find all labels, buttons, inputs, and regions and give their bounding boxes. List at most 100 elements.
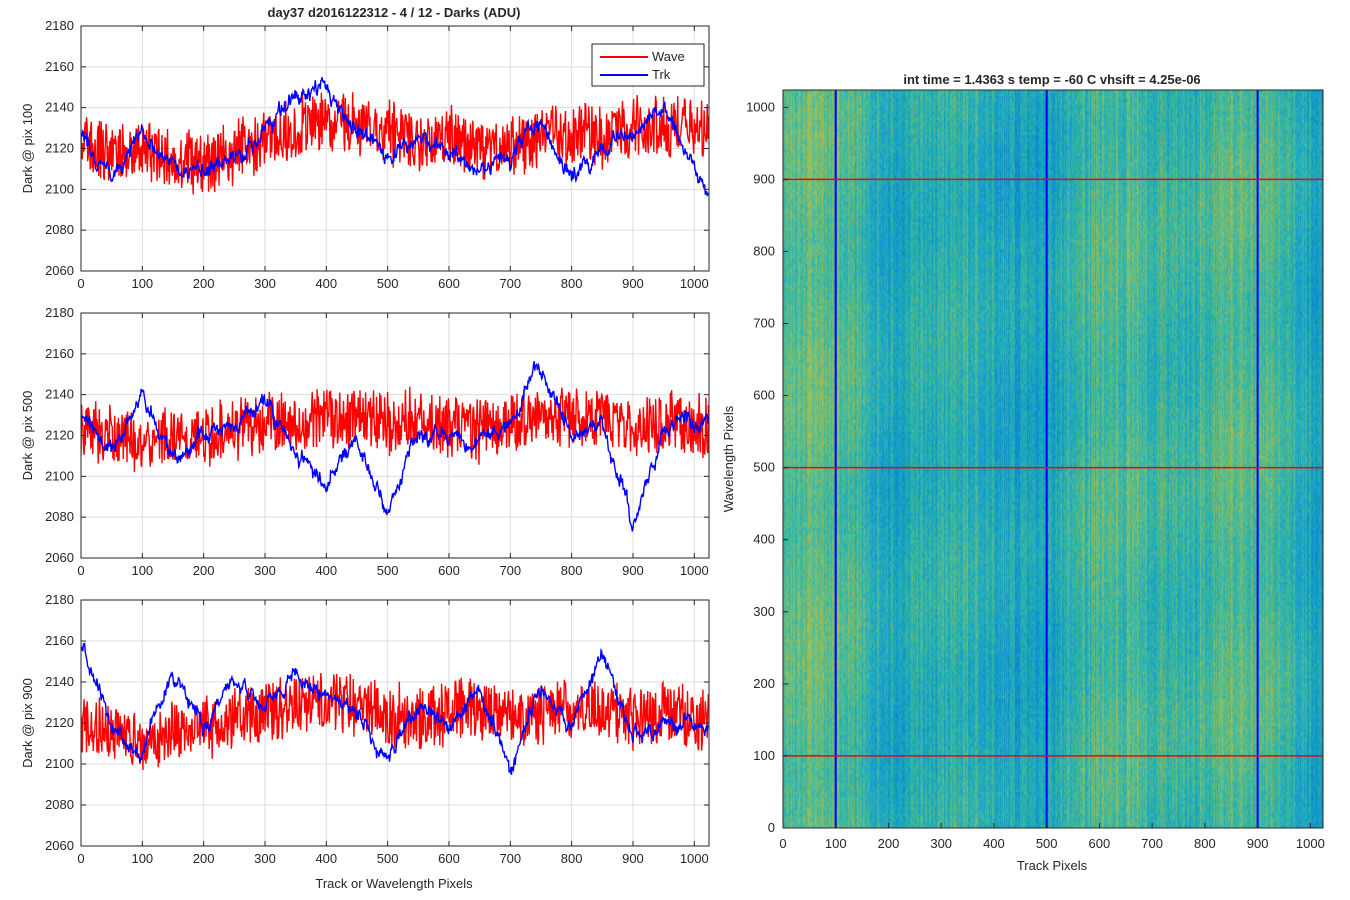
x-tick-label: 400 [983, 836, 1005, 851]
x-tick-label: 900 [622, 851, 644, 866]
y-tick-label: 2080 [45, 797, 74, 812]
legend-wave-label: Wave [652, 49, 685, 64]
y-tick-label: 400 [753, 532, 775, 547]
x-tick-label: 0 [77, 851, 84, 866]
x-tick-label: 300 [254, 851, 276, 866]
x-tick-label: 1000 [680, 851, 709, 866]
y-tick-label: 2100 [45, 756, 74, 771]
x-tick-label: 700 [499, 851, 521, 866]
x-tick-label: 500 [377, 276, 399, 291]
x-tick-label: 200 [878, 836, 900, 851]
legend-box [591, 43, 705, 87]
series-line-trk [81, 77, 709, 198]
image-axes-frame [782, 89, 1324, 829]
image-panel-ylabel: Wavelength Pixels [721, 405, 736, 512]
dark-pix-500-plot: 0 100 200 300 400 500 600 700 800 900 1000 2060 2080… [20, 305, 710, 578]
legend: Wave Trk [591, 43, 705, 87]
x-tick-label: 600 [1089, 836, 1111, 851]
series-line-wave [81, 92, 709, 195]
dark-frame-image [783, 90, 1323, 828]
y-tick-label: 600 [753, 388, 775, 403]
y-tick-label: 0 [768, 820, 775, 835]
y-tick-label: 2120 [45, 428, 74, 443]
x-tick-label: 1000 [1296, 836, 1325, 851]
x-tick-label: 800 [1194, 836, 1216, 851]
x-tick-label: 300 [254, 276, 276, 291]
y-tick-label: 2180 [45, 305, 74, 320]
x-tick-label: 300 [254, 563, 276, 578]
legend-trk-label: Trk [652, 67, 671, 82]
y-tick-label: 1000 [746, 99, 775, 114]
x-tick-label: 600 [438, 276, 460, 291]
x-tick-label: 100 [825, 836, 847, 851]
x-tick-label: 600 [438, 851, 460, 866]
line-plots-xlabel: Track or Wavelength Pixels [315, 876, 473, 891]
image-panel-xlabel: Track Pixels [1017, 858, 1088, 873]
y-tick-label: 2100 [45, 468, 74, 483]
y-tick-label: 2180 [45, 18, 74, 33]
series-line-wave [81, 386, 709, 473]
series-line-trk [81, 361, 709, 532]
x-tick-label: 400 [315, 276, 337, 291]
y-tick-label: 2160 [45, 346, 74, 361]
x-tick-label: 0 [77, 563, 84, 578]
y-tick-label: 2180 [45, 592, 74, 607]
dark-pix-900-plot: 0 100 200 300 400 500 600 700 800 900 1000 2060 2080… [20, 592, 710, 866]
y-tick-label: 2080 [45, 509, 74, 524]
figure-title: day37 d2016122312 - 4 / 12 - Darks (ADU) [268, 5, 521, 20]
y-axis-label: Dark @ pix 900 [20, 678, 35, 768]
x-tick-label: 100 [131, 276, 153, 291]
x-tick-label: 900 [622, 276, 644, 291]
x-tick-label: 200 [193, 851, 215, 866]
x-tick-label: 700 [499, 276, 521, 291]
y-axis-label: Dark @ pix 100 [20, 104, 35, 194]
x-tick-label: 800 [561, 563, 583, 578]
x-tick-label: 800 [561, 276, 583, 291]
x-tick-label: 500 [1036, 836, 1058, 851]
series-line-trk [81, 642, 709, 775]
x-tick-label: 0 [779, 836, 786, 851]
y-tick-label: 100 [753, 748, 775, 763]
y-tick-label: 2060 [45, 550, 74, 565]
x-tick-label: 400 [315, 563, 337, 578]
x-tick-label: 600 [438, 563, 460, 578]
x-tick-label: 700 [499, 563, 521, 578]
y-tick-label: 500 [753, 460, 775, 475]
x-tick-label: 100 [131, 851, 153, 866]
y-tick-label: 2100 [45, 181, 74, 196]
y-tick-label: 700 [753, 316, 775, 331]
y-tick-label: 2080 [45, 222, 74, 237]
y-tick-label: 300 [753, 604, 775, 619]
y-tick-label: 2120 [45, 715, 74, 730]
x-tick-label: 800 [561, 851, 583, 866]
x-tick-label: 200 [193, 276, 215, 291]
x-tick-label: 300 [930, 836, 952, 851]
x-tick-label: 200 [193, 563, 215, 578]
y-tick-label: 2140 [45, 387, 74, 402]
y-tick-label: 2060 [45, 263, 74, 278]
x-tick-label: 500 [377, 851, 399, 866]
y-tick-label: 800 [753, 243, 775, 258]
y-axis-label: Dark @ pix 500 [20, 391, 35, 481]
x-tick-label: 500 [377, 563, 399, 578]
y-tick-label: 900 [753, 171, 775, 186]
y-tick-label: 2140 [45, 674, 74, 689]
x-tick-label: 100 [131, 563, 153, 578]
y-tick-label: 2120 [45, 141, 74, 156]
image-panel-title: int time = 1.4363 s temp = -60 C vhsift … [903, 72, 1200, 87]
y-tick-label: 2160 [45, 59, 74, 74]
y-tick-label: 2160 [45, 633, 74, 648]
x-tick-label: 900 [1247, 836, 1269, 851]
series-line-wave [81, 672, 709, 771]
dark-frame-image-panel: int time = 1.4363 s temp = -60 C vhsift … [721, 72, 1325, 873]
x-tick-label: 700 [1141, 836, 1163, 851]
y-tick-label: 2140 [45, 100, 74, 115]
x-tick-label: 400 [315, 851, 337, 866]
y-tick-label: 2060 [45, 838, 74, 853]
y-tick-label: 200 [753, 676, 775, 691]
x-tick-label: 0 [77, 276, 84, 291]
x-tick-label: 1000 [680, 276, 709, 291]
x-tick-label: 1000 [680, 563, 709, 578]
x-tick-label: 900 [622, 563, 644, 578]
